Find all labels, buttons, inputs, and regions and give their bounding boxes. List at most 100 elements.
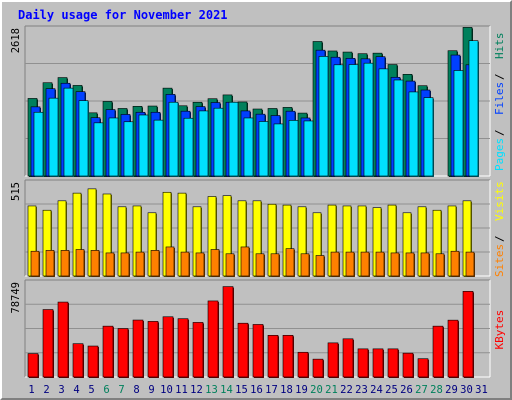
sites-bar	[435, 253, 445, 277]
y-max-label: 78749	[10, 282, 22, 314]
sites-bar	[465, 251, 475, 277]
day-label: 26	[400, 384, 413, 396]
kbytes-bar	[117, 328, 129, 378]
pages-bar	[183, 117, 194, 177]
visits-legend: Visits	[493, 181, 506, 221]
sites-bar	[105, 252, 115, 277]
day-label: 4	[73, 384, 79, 396]
day-label: 6	[103, 384, 109, 396]
kbytes-bar	[447, 319, 459, 378]
sites-bar	[75, 249, 85, 277]
pages-bar	[273, 123, 284, 177]
kbytes-bar	[357, 348, 369, 378]
day-label: 23	[355, 384, 368, 396]
pages-bar	[363, 62, 374, 177]
day-label: 15	[235, 384, 248, 396]
sites-bar	[390, 252, 400, 277]
kbytes-bar	[462, 291, 474, 378]
sites-bar	[30, 250, 40, 277]
pages-bar	[423, 97, 434, 177]
day-label: 21	[325, 384, 338, 396]
day-label: 8	[133, 384, 139, 396]
sites-bar	[345, 251, 355, 277]
pages-bar	[393, 79, 404, 177]
pages-bar	[333, 64, 344, 177]
pages-bar	[153, 119, 164, 177]
kbytes-bar	[42, 309, 54, 378]
day-label: 29	[445, 384, 458, 396]
sites-bar	[225, 253, 235, 277]
kbytes-bar	[267, 334, 279, 378]
pages-bar	[123, 121, 134, 177]
kbytes-bar	[162, 316, 174, 378]
sites-bar	[405, 252, 415, 277]
pages-bar	[78, 100, 89, 177]
sites-bar	[360, 251, 370, 277]
day-label: 3	[58, 384, 64, 396]
sites-bar	[210, 249, 220, 277]
sites-bar	[300, 253, 310, 277]
sites-bar	[255, 253, 265, 277]
kbytes-bar	[87, 345, 99, 378]
kbytes-bar	[402, 352, 414, 378]
day-label: 22	[340, 384, 353, 396]
sites-bar	[135, 251, 145, 277]
sites-bar	[315, 255, 325, 277]
sites-bar	[120, 252, 130, 277]
y-max-label: 2618	[10, 28, 22, 53]
day-label: 25	[385, 384, 398, 396]
pages-bar	[48, 97, 59, 177]
pages-bar	[243, 117, 254, 177]
kbytes-bar	[252, 324, 264, 378]
sites-bar	[180, 251, 190, 277]
day-label: 14	[220, 384, 233, 396]
kbytes-bar	[132, 319, 144, 378]
day-label: 13	[205, 384, 218, 396]
pages-bar	[213, 107, 224, 177]
legend-separator: /	[493, 235, 506, 242]
kbytes-bar	[27, 353, 39, 378]
pages-bar	[108, 117, 119, 177]
pages-legend: Pages	[493, 138, 506, 171]
hits-legend: Hits	[493, 33, 506, 60]
pages-bar	[303, 120, 314, 177]
day-label: 2	[43, 384, 49, 396]
sites-bar	[330, 251, 340, 277]
pages-bar	[258, 121, 269, 177]
pages-bar	[408, 91, 419, 177]
sites-bar	[150, 250, 160, 277]
kbytes-bar	[297, 351, 309, 378]
day-label: 31	[475, 384, 488, 396]
day-label: 19	[295, 384, 308, 396]
kbytes-bar	[372, 348, 384, 378]
sites-legend: Sites	[493, 244, 506, 277]
legend-separator: /	[493, 129, 506, 136]
day-label: 18	[280, 384, 293, 396]
kbytes-bar	[192, 322, 204, 378]
kbytes-bar	[177, 318, 189, 378]
page-title: Daily usage for November 2021	[18, 8, 228, 22]
y-max-label: 515	[10, 182, 22, 201]
day-label: 9	[148, 384, 154, 396]
kbytes-bar	[72, 343, 84, 378]
sites-bar	[90, 250, 100, 277]
pages-bar	[318, 56, 329, 177]
kbytes-bar	[432, 325, 444, 378]
sites-bar	[45, 250, 55, 277]
pages-bar	[288, 120, 299, 177]
sites-bar	[285, 248, 295, 277]
kbytes-bar	[57, 301, 69, 378]
kbytes-bar	[222, 286, 234, 378]
pages-bar	[468, 40, 479, 177]
sites-bar	[375, 251, 385, 277]
pages-bar	[63, 87, 74, 177]
kbytes-bar	[207, 300, 219, 378]
kbytes-bar	[102, 325, 114, 378]
kbytes-bar	[312, 358, 324, 378]
kbytes-bar	[237, 322, 249, 378]
day-label: 1	[28, 384, 34, 396]
day-label: 12	[190, 384, 203, 396]
files-legend: Files	[493, 82, 506, 115]
sites-bar	[165, 246, 175, 277]
pages-bar	[138, 114, 149, 177]
